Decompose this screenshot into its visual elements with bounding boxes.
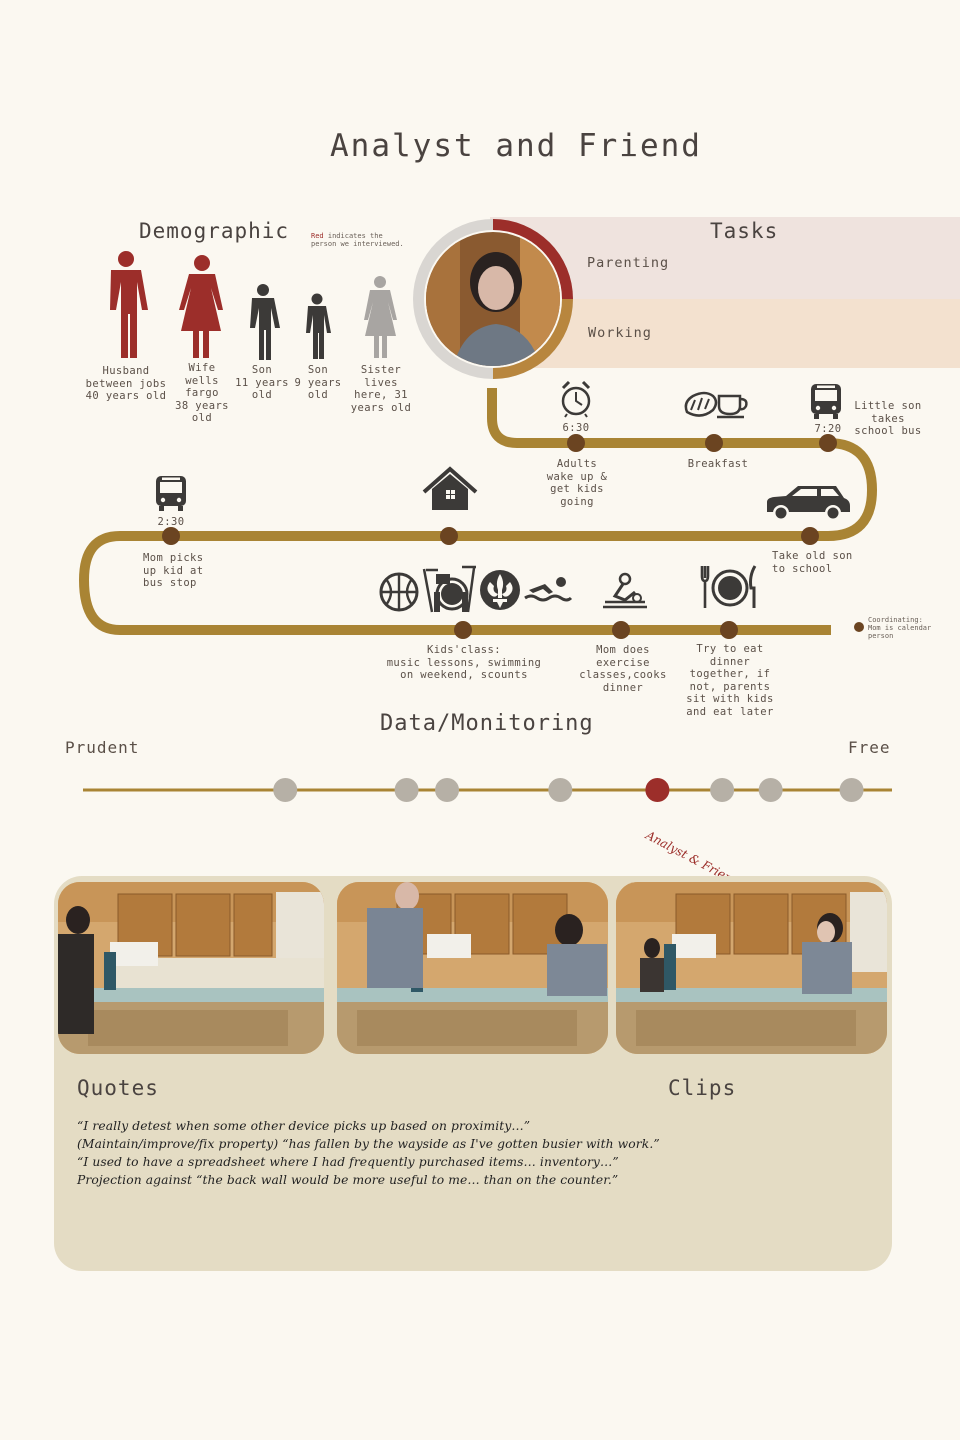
scale-dot xyxy=(548,778,573,802)
person-label-wife: Wife wells fargo 38 years old xyxy=(175,362,229,425)
car-icon xyxy=(767,486,850,521)
task-working: Working xyxy=(588,325,652,341)
tasks-heading: Tasks xyxy=(710,219,779,243)
event-label-wake: Adults wake up & get kids going xyxy=(546,458,608,508)
legend-dot-icon xyxy=(854,622,864,632)
scale-dot-highlight xyxy=(645,778,670,802)
bus-icon xyxy=(811,384,841,419)
person-label-son-9: Son 9 years old xyxy=(294,364,342,402)
kitchen-photo-1 xyxy=(58,882,324,1054)
interviewee-avatar xyxy=(413,219,573,379)
exercise-icon xyxy=(603,572,647,609)
event-time-wake: 6:30 xyxy=(562,422,590,434)
drum-icon xyxy=(422,565,476,613)
plate-fork-knife-icon xyxy=(700,565,757,608)
scale-dot xyxy=(839,778,864,802)
son-9-figure-icon xyxy=(306,293,331,359)
demographic-heading: Demographic xyxy=(139,219,290,243)
event-label-school: Take old son to school xyxy=(772,550,853,575)
quote-2: (Maintain/improve/fix property) “has fal… xyxy=(77,1137,660,1151)
event-time-bus: 7:20 xyxy=(814,423,842,435)
quotes-heading: Quotes xyxy=(77,1076,159,1100)
event-label-bus: Little son takes school bus xyxy=(854,400,922,438)
person-label-husband: Husband between jobs 40 years old xyxy=(85,365,167,403)
person-label-son-11: Son 11 years old xyxy=(235,364,289,402)
scale-right-label: Free xyxy=(848,738,891,757)
bread-icon xyxy=(684,391,718,417)
scale-left-label: Prudent xyxy=(65,738,140,757)
clip-thumbnail-2[interactable] xyxy=(337,882,608,1054)
scale-dot xyxy=(394,778,419,802)
family-figures xyxy=(110,251,397,360)
quote-4: Projection against “the back wall would … xyxy=(77,1173,619,1187)
daily-timeline xyxy=(78,388,878,639)
quote-3: “I used to have a spreadsheet where I ha… xyxy=(77,1155,619,1169)
clip-thumbnail-3[interactable] xyxy=(616,882,887,1054)
house-icon xyxy=(422,466,478,510)
basketball-icon xyxy=(379,572,419,612)
sister-figure-icon xyxy=(364,276,397,358)
scale-dot xyxy=(273,778,298,802)
task-parenting: Parenting xyxy=(587,255,670,271)
husband-figure-icon xyxy=(110,251,148,358)
event-label-dinner: Try to eat dinner together, if not, parents… xyxy=(686,643,774,718)
event-label-classes: Kids'class: music lessons, swimming on wee… xyxy=(386,644,542,682)
demographic-legend: Red indicates the person we interviewed. xyxy=(311,232,404,248)
clips-heading: Clips xyxy=(668,1076,737,1100)
data-monitoring-heading: Data/Monitoring xyxy=(380,711,594,736)
scale-dot xyxy=(435,778,460,802)
alarm-clock-icon xyxy=(561,380,591,418)
coffee-cup-icon xyxy=(717,394,748,419)
coordinating-legend: Coordinating: Mom is calendar person xyxy=(868,616,932,640)
timeline-dots xyxy=(162,434,837,639)
wife-figure-icon xyxy=(179,255,223,358)
son-11-figure-icon xyxy=(250,284,280,360)
swimmer-icon xyxy=(524,577,573,602)
person-label-sister: Sister lives here, 31 years old xyxy=(350,364,412,414)
event-label-breakfast: Breakfast xyxy=(687,458,749,470)
quote-1: “I really detest when some other device … xyxy=(77,1119,531,1133)
clip-thumbnail-1[interactable] xyxy=(58,882,324,1054)
fleur-de-lis-icon xyxy=(480,570,520,610)
kitchen-photo-2 xyxy=(337,882,608,1054)
event-label-exercise: Mom does exercise classes,cooks dinner xyxy=(579,644,667,694)
kitchen-photo-3 xyxy=(616,882,887,1054)
prudent-free-scale xyxy=(83,778,892,802)
scale-dot xyxy=(710,778,735,802)
event-time-pickup: 2:30 xyxy=(157,516,185,528)
scale-dot xyxy=(758,778,783,802)
event-label-pickup: Mom picks up kid at bus stop xyxy=(143,552,204,590)
page-title: Analyst and Friend xyxy=(330,128,702,164)
bus-icon xyxy=(156,476,186,511)
